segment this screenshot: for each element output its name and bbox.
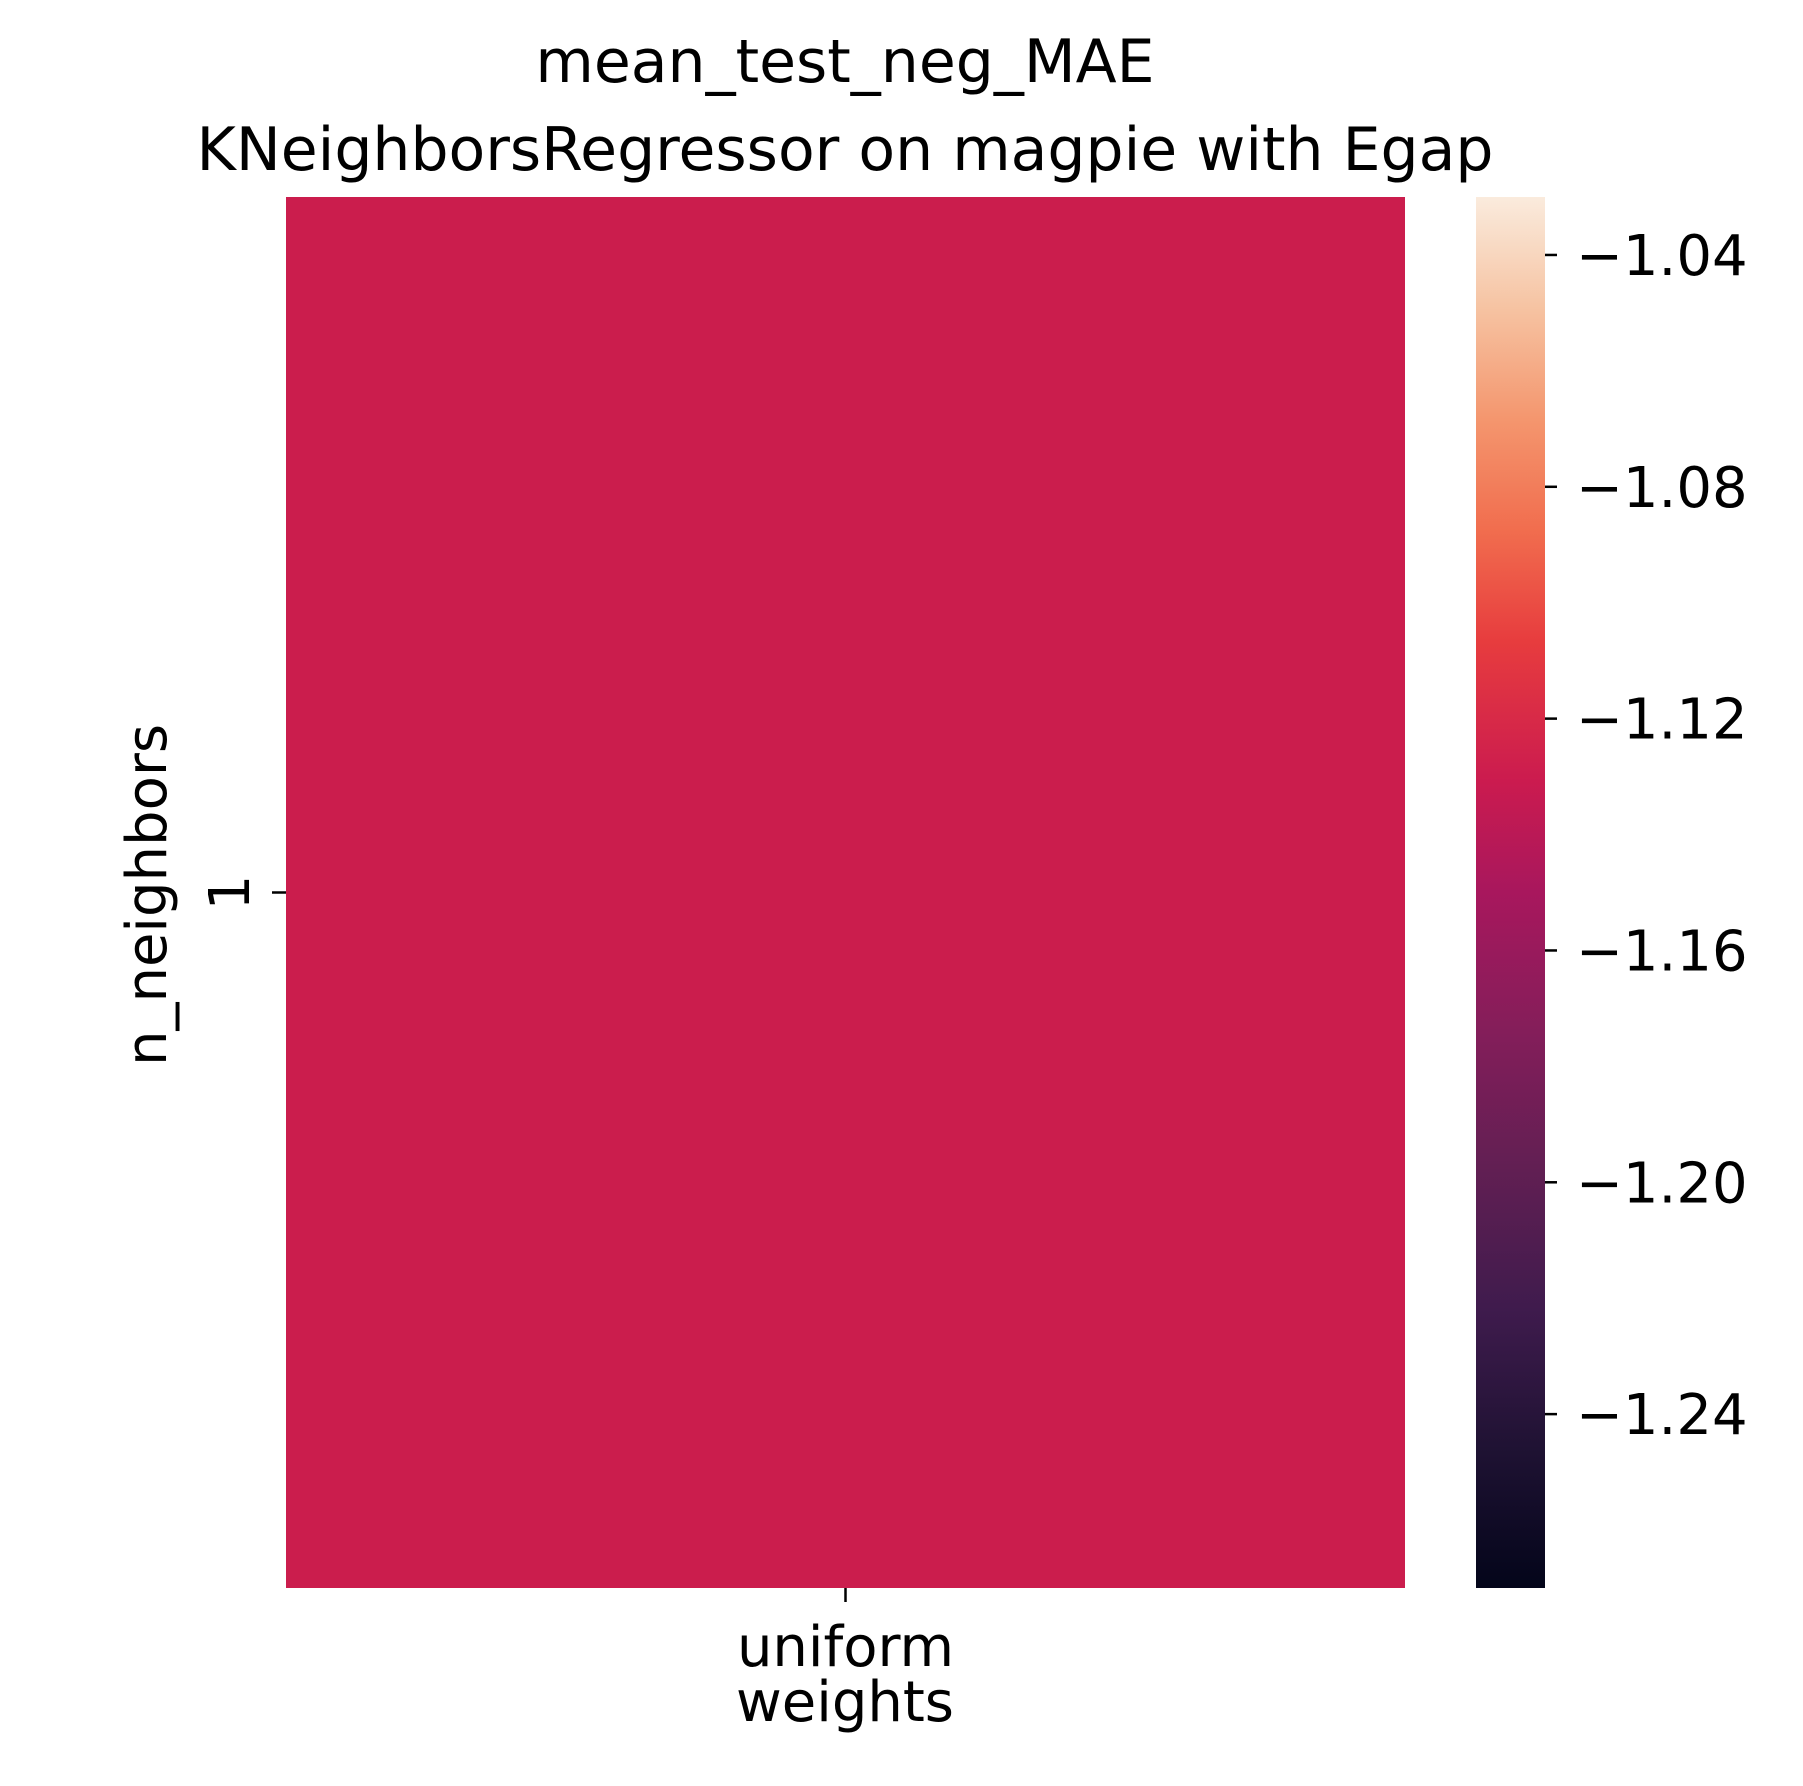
chart-title-line-2: KNeighborsRegressor on magpie with Egap [197,115,1494,185]
y-axis-ticks: 1 [198,875,286,911]
x-tick-label: uniform [737,1615,954,1680]
x-axis-label: weights [736,1670,954,1735]
y-tick-label: 1 [198,875,263,911]
heatmap-cell [286,197,1405,1588]
chart-title-line-1: mean_test_neg_MAE [535,27,1154,97]
colorbar-tick-label: −1.16 [1576,919,1748,984]
heatmap-cells [286,197,1405,1588]
colorbar-ticks: −1.04 −1.08 −1.12 −1.16 −1.20 −1.24 [1545,224,1748,1448]
colorbar-tick-label: −1.20 [1576,1151,1748,1216]
colorbar-tick-label: −1.12 [1576,688,1748,753]
colorbar [1476,197,1545,1588]
y-axis-label: n_neighbors [115,724,180,1066]
colorbar-tick-label: −1.08 [1576,456,1748,521]
colorbar-tick-label: −1.24 [1576,1383,1748,1448]
colorbar-tick-label: −1.04 [1576,224,1748,289]
x-axis-ticks: uniform [737,1588,954,1680]
